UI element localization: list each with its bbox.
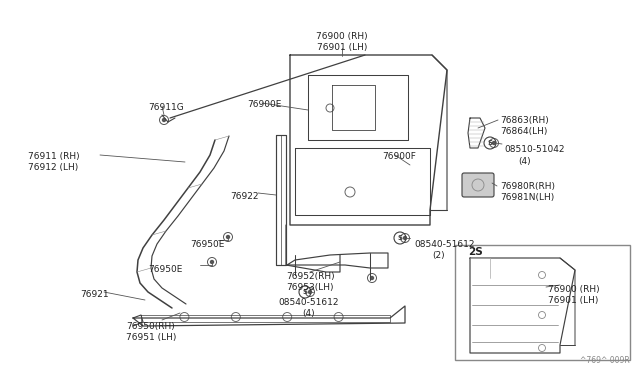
- Text: (4): (4): [518, 157, 531, 166]
- Text: 76901 (LH): 76901 (LH): [548, 296, 598, 305]
- Text: 76911G: 76911G: [148, 103, 184, 112]
- Circle shape: [211, 260, 214, 263]
- Text: 76981N(LH): 76981N(LH): [500, 193, 554, 202]
- Text: 76900E: 76900E: [247, 100, 282, 109]
- Circle shape: [371, 276, 374, 279]
- Text: 76901 (LH): 76901 (LH): [317, 43, 367, 52]
- Bar: [455, 245, 630, 360]
- Text: 76952(RH): 76952(RH): [286, 272, 335, 281]
- Circle shape: [308, 291, 312, 294]
- Text: 76911 (RH): 76911 (RH): [28, 152, 79, 161]
- Text: 76921: 76921: [80, 290, 109, 299]
- Text: 76951 (LH): 76951 (LH): [126, 333, 177, 342]
- Text: S: S: [488, 140, 493, 146]
- Text: 08510-51042: 08510-51042: [504, 145, 564, 154]
- Text: 2S: 2S: [468, 247, 483, 257]
- Text: 76900 (RH): 76900 (RH): [316, 32, 368, 41]
- Text: 76950E: 76950E: [148, 265, 182, 274]
- Text: 76864(LH): 76864(LH): [500, 127, 547, 136]
- Text: 76922: 76922: [230, 192, 259, 201]
- Text: ^769^ 009R: ^769^ 009R: [580, 356, 630, 365]
- Circle shape: [493, 141, 495, 144]
- Circle shape: [163, 119, 166, 122]
- Text: 76950(RH): 76950(RH): [126, 322, 175, 331]
- Text: 08540-51612: 08540-51612: [278, 298, 339, 307]
- Text: 76863(RH): 76863(RH): [500, 116, 548, 125]
- Text: 76950E: 76950E: [190, 240, 225, 249]
- FancyBboxPatch shape: [462, 173, 494, 197]
- Text: (4): (4): [302, 309, 315, 318]
- Text: 76900F: 76900F: [382, 152, 416, 161]
- Text: 76900 (RH): 76900 (RH): [548, 285, 600, 294]
- Text: 76912 (LH): 76912 (LH): [28, 163, 78, 172]
- Text: S: S: [303, 289, 307, 295]
- Text: S: S: [397, 235, 403, 241]
- Text: 76953(LH): 76953(LH): [286, 283, 333, 292]
- Circle shape: [227, 235, 230, 238]
- Text: 76980R(RH): 76980R(RH): [500, 182, 555, 191]
- Text: (2): (2): [432, 251, 445, 260]
- Circle shape: [403, 237, 406, 240]
- Text: 08540-51612: 08540-51612: [414, 240, 474, 249]
